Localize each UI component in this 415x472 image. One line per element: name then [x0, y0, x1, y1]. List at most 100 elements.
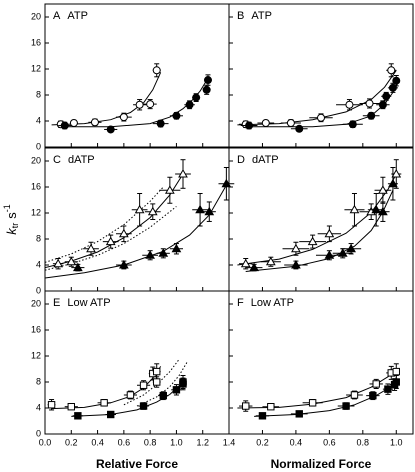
point: [69, 118, 78, 127]
point: [86, 243, 96, 253]
point: [392, 378, 400, 386]
point: [350, 391, 359, 399]
point: [291, 243, 301, 253]
point: [392, 76, 401, 85]
fit-curve: [237, 369, 397, 409]
x-tick-label: 0.4: [91, 437, 104, 447]
y-tick-label: 12: [31, 63, 41, 73]
x-tick-label: 1.0: [170, 437, 183, 447]
x-tick-label: 0.2: [256, 437, 269, 447]
y-label-symbol: k: [4, 227, 19, 235]
point: [365, 99, 374, 108]
point: [153, 367, 161, 376]
panel-letter: E: [53, 297, 60, 309]
point: [74, 412, 82, 420]
point: [349, 204, 360, 214]
point: [192, 93, 201, 102]
point: [348, 120, 357, 129]
point: [267, 403, 275, 411]
y-tick-label: 8: [36, 376, 41, 386]
y-tick-label: 20: [31, 11, 41, 21]
point: [139, 402, 148, 410]
x-tick-label: 1.0: [390, 437, 403, 447]
point: [202, 85, 211, 94]
point: [391, 168, 402, 178]
point: [382, 92, 391, 101]
point: [146, 100, 155, 109]
point: [72, 262, 83, 272]
point: [378, 100, 387, 109]
panel-frame: [44, 290, 230, 435]
x-tick-label: 0.8: [357, 437, 370, 447]
point: [118, 259, 129, 269]
panel-label: E Low ATP: [53, 297, 111, 309]
point: [185, 100, 194, 109]
point: [126, 391, 135, 399]
y-tick-label: 0: [36, 285, 41, 295]
y-tick-label: 12: [31, 350, 41, 360]
y-tick-label: 20: [31, 298, 41, 308]
point: [172, 111, 181, 120]
panel-letter: B: [237, 10, 244, 22]
point: [392, 367, 400, 376]
point: [384, 385, 392, 393]
fit-curve: [136, 362, 188, 407]
y-tick-label: 4: [36, 115, 41, 125]
y-tick-label: 4: [36, 402, 41, 412]
point: [261, 118, 270, 127]
point: [178, 168, 188, 178]
point: [240, 258, 251, 268]
y-tick-label: 8: [36, 89, 41, 99]
point: [242, 402, 250, 410]
point: [371, 204, 382, 214]
fit-curve: [51, 72, 162, 126]
point: [372, 380, 380, 388]
panel-frame: [228, 290, 414, 435]
point: [107, 410, 115, 419]
panel-letter: D: [237, 154, 245, 166]
panel-frame: [44, 147, 230, 292]
panel-title: ATP: [67, 10, 88, 22]
point: [286, 118, 295, 127]
point: [90, 118, 99, 127]
panel-label: F Low ATP: [237, 297, 294, 309]
panel-frame: [228, 3, 414, 148]
point: [164, 185, 175, 194]
y-tick-label: 16: [31, 37, 41, 47]
point: [172, 386, 181, 394]
point: [106, 125, 115, 134]
point: [378, 206, 388, 216]
y-tick-label: 4: [36, 259, 41, 269]
point: [378, 185, 388, 194]
point: [100, 399, 108, 407]
point: [295, 410, 303, 418]
panel-label: B ATP: [237, 10, 272, 22]
y-tick-label: 20: [31, 155, 41, 165]
panel-letter: A: [53, 10, 61, 22]
point: [245, 121, 254, 130]
panel-title: dATP: [252, 154, 279, 166]
point: [158, 248, 169, 257]
point: [291, 259, 301, 269]
point: [105, 236, 116, 246]
y-tick-label: 0: [36, 141, 41, 151]
y-axis-label: ktr s-1: [2, 204, 20, 235]
point: [367, 111, 376, 120]
point: [159, 391, 167, 400]
point: [369, 391, 377, 400]
x-tick-label: 0.2: [65, 437, 78, 447]
point: [203, 76, 212, 85]
y-tick-label: 8: [36, 233, 41, 243]
point: [324, 228, 335, 238]
y-label-subscript: tr: [10, 223, 20, 229]
y-tick-label: 0: [36, 428, 41, 438]
point: [53, 258, 64, 268]
x-tick-label: 0.6: [323, 437, 336, 447]
point: [221, 178, 232, 188]
x-axis-label: Normalized Force: [271, 457, 372, 471]
point: [135, 100, 144, 109]
point: [346, 243, 356, 253]
point: [66, 256, 77, 266]
